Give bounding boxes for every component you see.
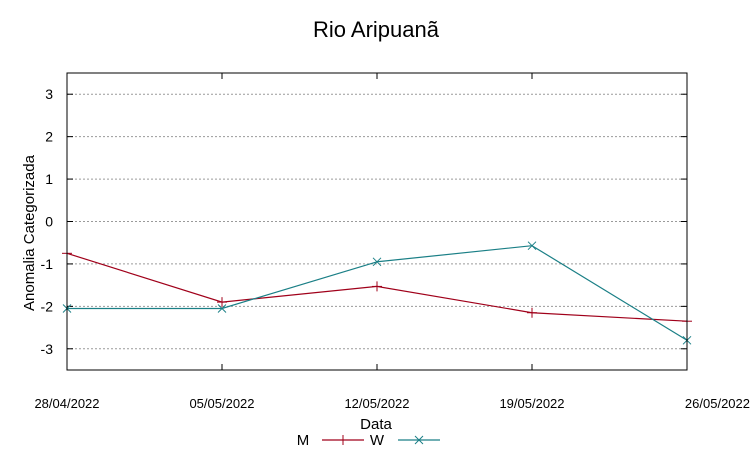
x-tick-label: 26/05/2022: [685, 396, 750, 411]
data-point-W: [527, 241, 537, 251]
series-line-W: [67, 245, 688, 341]
legend-marker-M: [338, 435, 348, 445]
y-tick-label: -2: [41, 298, 54, 314]
chart-title: Rio Aripuanã: [313, 17, 440, 42]
plot-frame: [66, 72, 688, 371]
data-point-W: [372, 257, 382, 267]
y-tick-label: 0: [45, 214, 53, 230]
data-point-M: [527, 307, 537, 318]
legend-marker-W: [414, 435, 424, 445]
series-group: [62, 241, 692, 345]
x-ticks: 28/04/2022 05/05/2022 12/05/2022 19/05/2022…: [34, 73, 750, 411]
y-tick-label: 1: [45, 171, 53, 187]
y-tick-label: 3: [45, 86, 53, 102]
data-point-M: [372, 281, 382, 292]
grid: [67, 93, 687, 350]
legend-label-W: W: [370, 432, 385, 449]
y-axis-label: Anomalia Categorizada: [21, 154, 38, 311]
x-tick-label: 28/04/2022: [34, 396, 99, 411]
x-tick-label: 12/05/2022: [344, 396, 409, 411]
y-tick-label: 2: [45, 129, 53, 145]
x-tick-label: 05/05/2022: [189, 396, 254, 411]
legend-label-M: M: [297, 432, 310, 449]
x-axis-label: Data: [360, 416, 392, 433]
y-tick-label: -1: [41, 256, 54, 272]
y-tick-label: -3: [41, 341, 54, 357]
data-point-W: [217, 304, 227, 313]
x-tick-label: 19/05/2022: [499, 396, 564, 411]
y-ticks: 3 2 1 0 -1 -2 -3: [41, 86, 687, 357]
data-point-M: [217, 297, 227, 308]
